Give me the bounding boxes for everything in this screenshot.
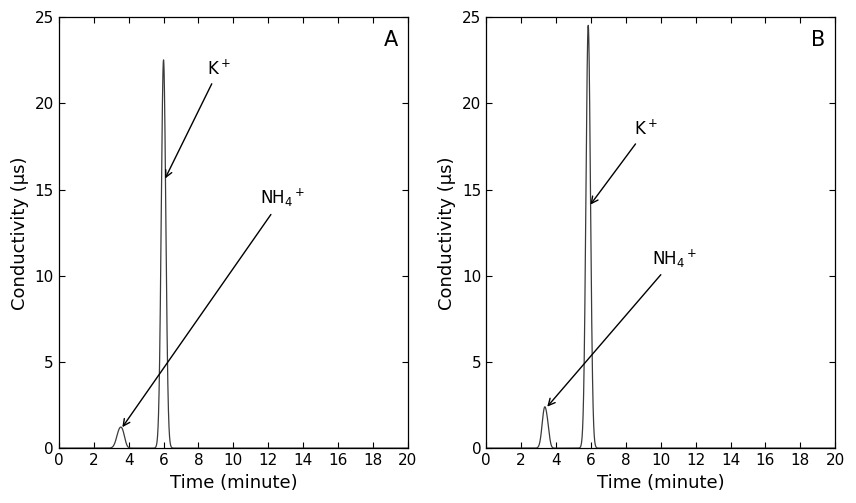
Text: K$^+$: K$^+$: [166, 59, 231, 177]
Text: K$^+$: K$^+$: [591, 120, 658, 203]
Y-axis label: Conductivity (μs): Conductivity (μs): [11, 156, 29, 309]
Text: B: B: [811, 30, 825, 50]
Text: A: A: [383, 30, 398, 50]
X-axis label: Time (minute): Time (minute): [597, 474, 724, 492]
Text: NH$_4$$^+$: NH$_4$$^+$: [549, 247, 698, 405]
Y-axis label: Conductivity (μs): Conductivity (μs): [438, 156, 456, 309]
X-axis label: Time (minute): Time (minute): [169, 474, 297, 492]
Text: NH$_4$$^+$: NH$_4$$^+$: [123, 187, 305, 426]
